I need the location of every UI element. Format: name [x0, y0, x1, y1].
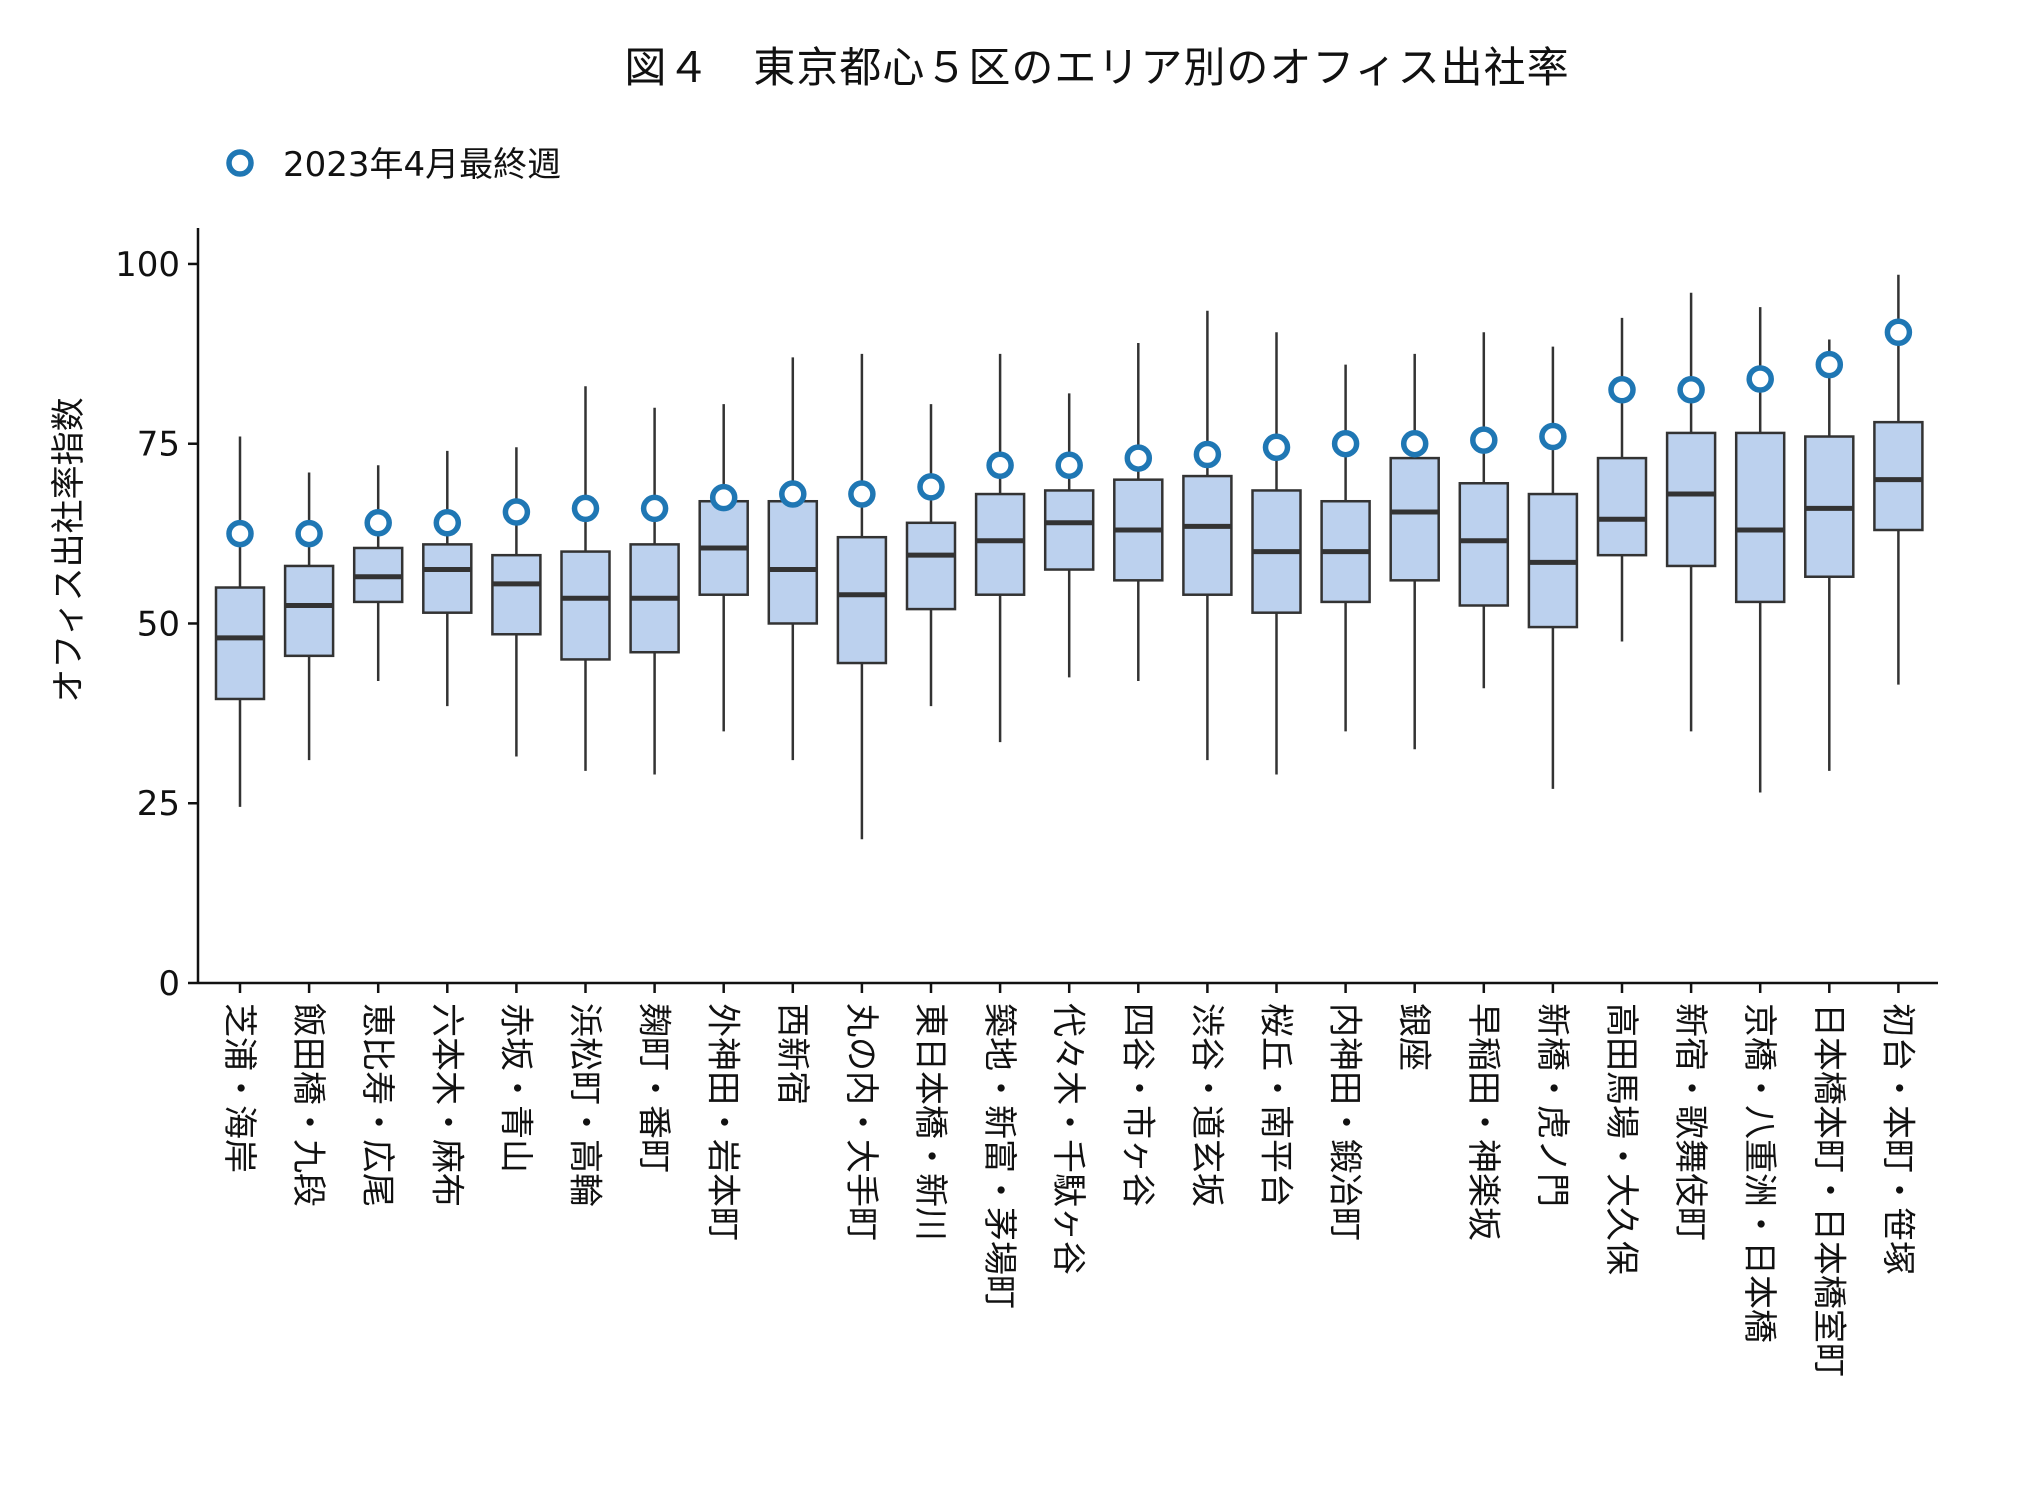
- chart-title: 図４ 東京都心５区のエリア別のオフィス出社率: [624, 43, 1570, 92]
- x-category-label: 西新宿: [772, 1003, 812, 1105]
- x-category-label: 芝浦・海岸: [219, 1003, 259, 1173]
- x-category-label: 銀座: [1394, 1003, 1434, 1071]
- data-point: [571, 494, 600, 523]
- data-point: [640, 494, 669, 523]
- data-point: [1815, 350, 1844, 379]
- data-point: [986, 451, 1014, 480]
- box: [1873, 420, 1924, 532]
- data-point: [433, 509, 462, 537]
- y-axis-title: オフィス出社率指数: [49, 397, 89, 702]
- box: [1596, 456, 1648, 557]
- data-point: [1193, 440, 1222, 469]
- box: [283, 564, 335, 658]
- x-category-label: 初台・本町・笹塚: [1877, 1003, 1917, 1275]
- data-point: [779, 480, 807, 508]
- box: [1734, 431, 1786, 604]
- data-point: [295, 519, 323, 548]
- data-point: [364, 509, 392, 537]
- x-category-label: 渋谷・道玄坂: [1186, 1003, 1226, 1207]
- box: [1458, 482, 1510, 607]
- x-category-label: 新橋・虎ノ門: [1532, 1003, 1572, 1207]
- data-point: [1539, 422, 1567, 451]
- box: [974, 492, 1026, 596]
- data-point: [848, 480, 876, 508]
- x-category-label: 飯田橋・九段: [288, 1003, 328, 1207]
- data-point: [502, 498, 531, 526]
- x-category-label: 赤坂・青山: [495, 1003, 535, 1173]
- data-point: [1470, 426, 1498, 454]
- x-category-label: 築地・新富・茅場町: [979, 1003, 1019, 1309]
- box: [836, 535, 888, 665]
- x-category-label: 新宿・歌舞伎町: [1670, 1003, 1710, 1241]
- data-point: [1055, 451, 1083, 480]
- x-category-label: 浜松町・高輪: [565, 1003, 605, 1207]
- data-point: [709, 483, 738, 512]
- x-category-label: 日本橋本町・日本橋室町: [1808, 1003, 1848, 1377]
- y-tick-label: 100: [115, 245, 180, 285]
- data-point: [1884, 318, 1913, 347]
- box: [1389, 456, 1440, 582]
- legend-marker-icon: [226, 149, 254, 177]
- x-category-label: 京橋・八重洲・日本橋: [1739, 1003, 1779, 1343]
- x-category-label: 六本木・麻布: [426, 1003, 466, 1207]
- data-point: [917, 473, 945, 501]
- x-category-label: 桜丘・南平台: [1256, 1003, 1296, 1207]
- x-category-label: 丸の内・大手町: [841, 1003, 881, 1241]
- x-category-label: 恵比寿・広尾: [357, 1003, 397, 1207]
- data-point: [1331, 429, 1360, 458]
- y-tick-label: 25: [137, 784, 180, 824]
- legend: 2023年4月最終週: [226, 145, 561, 185]
- box: [560, 550, 611, 661]
- y-tick-label: 50: [137, 604, 180, 644]
- data-point: [1677, 376, 1705, 404]
- data-point: [1262, 433, 1291, 462]
- x-category-label: 外神田・岩本町: [703, 1003, 743, 1241]
- box: [1182, 474, 1233, 596]
- data-point: [226, 519, 254, 548]
- x-category-label: 東日本橋・新川: [910, 1003, 950, 1241]
- x-category-label: 四谷・市ヶ谷: [1117, 1003, 1157, 1207]
- box: [214, 586, 266, 701]
- y-tick-label: 75: [137, 425, 180, 465]
- y-tick-label: 0: [158, 964, 180, 1004]
- x-category-label: 内神田・鍛冶町: [1325, 1003, 1365, 1241]
- data-point: [1124, 444, 1153, 472]
- box: [491, 553, 542, 636]
- x-category-label: 高田馬場・大久保: [1601, 1003, 1641, 1275]
- data-point: [1400, 429, 1429, 458]
- legend-label: 2023年4月最終週: [283, 145, 561, 185]
- x-category-label: 麹町・番町: [634, 1003, 674, 1173]
- box: [1043, 489, 1095, 571]
- x-category-label: 代々木・千駄ヶ谷: [1048, 1003, 1088, 1275]
- data-point: [1746, 365, 1774, 393]
- x-category-label: 早稲田・神楽坂: [1463, 1003, 1503, 1241]
- data-point: [1608, 376, 1636, 404]
- box: [767, 499, 819, 625]
- box: [905, 521, 957, 611]
- box: [1665, 431, 1717, 568]
- box: [422, 543, 473, 614]
- plot-area: 0 25 50 75 100 芝浦・海岸 飯田橋・九段 恵比寿・広尾 六本木・麻布 赤坂・青山 浜松…: [115, 228, 1938, 1377]
